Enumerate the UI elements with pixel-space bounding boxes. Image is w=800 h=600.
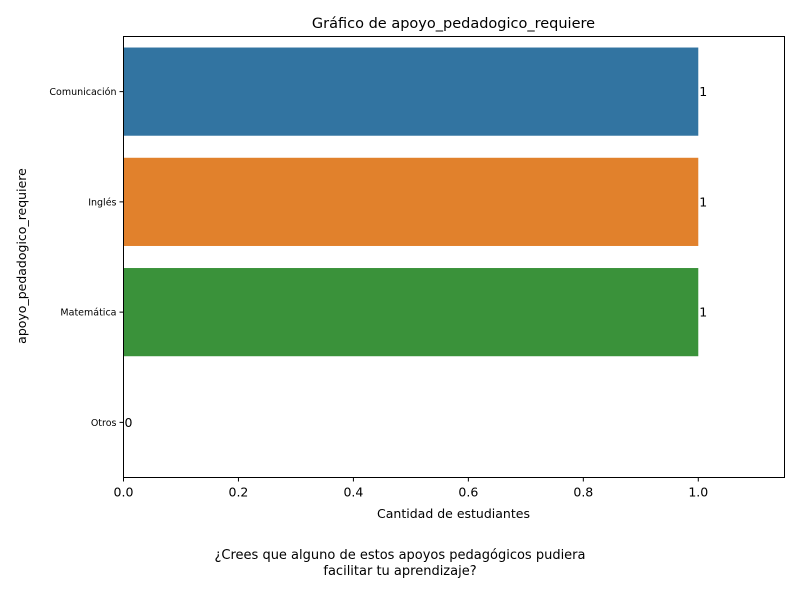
chart-title: Gráfico de apoyo_pedadogico_requiere [312,16,595,32]
x-tick-label: 0.0 [114,485,134,500]
chart-caption: ¿Crees que alguno de estos apoyos pedagó… [0,548,800,580]
y-tick-label: Comunicación [49,87,116,98]
caption-line-1: ¿Crees que alguno de estos apoyos pedagó… [214,548,586,563]
x-ticks-group: 0.0 0.2 0.4 0.6 0.8 1.0 [114,477,708,500]
x-axis-label: Cantidad de estudiantes [377,506,530,521]
y-axis-label: apoyo_pedadogico_requiere [14,168,29,344]
y-ticks-group: Comunicación Inglés Matemática Otros [49,87,124,429]
y-tick-label: Otros [91,418,117,429]
bar-value-label: 1 [699,194,707,209]
bars-group [123,47,699,357]
bar-chart: Gráfico de apoyo_pedadogico_requiere apo… [14,16,785,521]
plot-frame [123,36,785,478]
x-tick-label: 0.4 [343,485,363,500]
bar-3 [123,268,699,357]
x-tick-label: 0.8 [573,485,593,500]
bar-2 [123,157,699,246]
bar-labels-group: 1 1 1 0 [125,84,708,430]
x-tick-label: 1.0 [688,485,708,500]
y-tick-label: Inglés [88,197,116,208]
x-tick-label: 0.6 [458,485,478,500]
bar-value-label: 0 [125,415,133,430]
x-tick-label: 0.2 [229,485,249,500]
bar-value-label: 1 [699,84,707,99]
bar-1 [123,47,699,136]
y-tick-label: Matemática [60,308,116,319]
bar-value-label: 1 [699,305,707,320]
caption-line-2: facilitar tu aprendizaje? [323,564,477,579]
